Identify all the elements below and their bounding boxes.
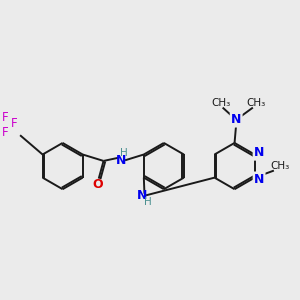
- Text: N: N: [231, 113, 241, 126]
- Text: N: N: [254, 146, 264, 159]
- Text: N: N: [137, 190, 147, 202]
- Text: CH₃: CH₃: [247, 98, 266, 108]
- Text: H: H: [120, 148, 128, 158]
- Text: F: F: [2, 125, 9, 139]
- Text: F: F: [11, 116, 18, 130]
- Text: N: N: [254, 173, 264, 186]
- Text: N: N: [254, 173, 264, 186]
- Text: N: N: [116, 154, 126, 167]
- Text: CH₃: CH₃: [271, 161, 290, 171]
- Text: H: H: [144, 197, 152, 207]
- Text: N: N: [231, 113, 241, 126]
- Text: CH₃: CH₃: [212, 98, 231, 108]
- Text: O: O: [93, 178, 104, 191]
- Text: F: F: [2, 111, 9, 124]
- Text: N: N: [254, 146, 264, 159]
